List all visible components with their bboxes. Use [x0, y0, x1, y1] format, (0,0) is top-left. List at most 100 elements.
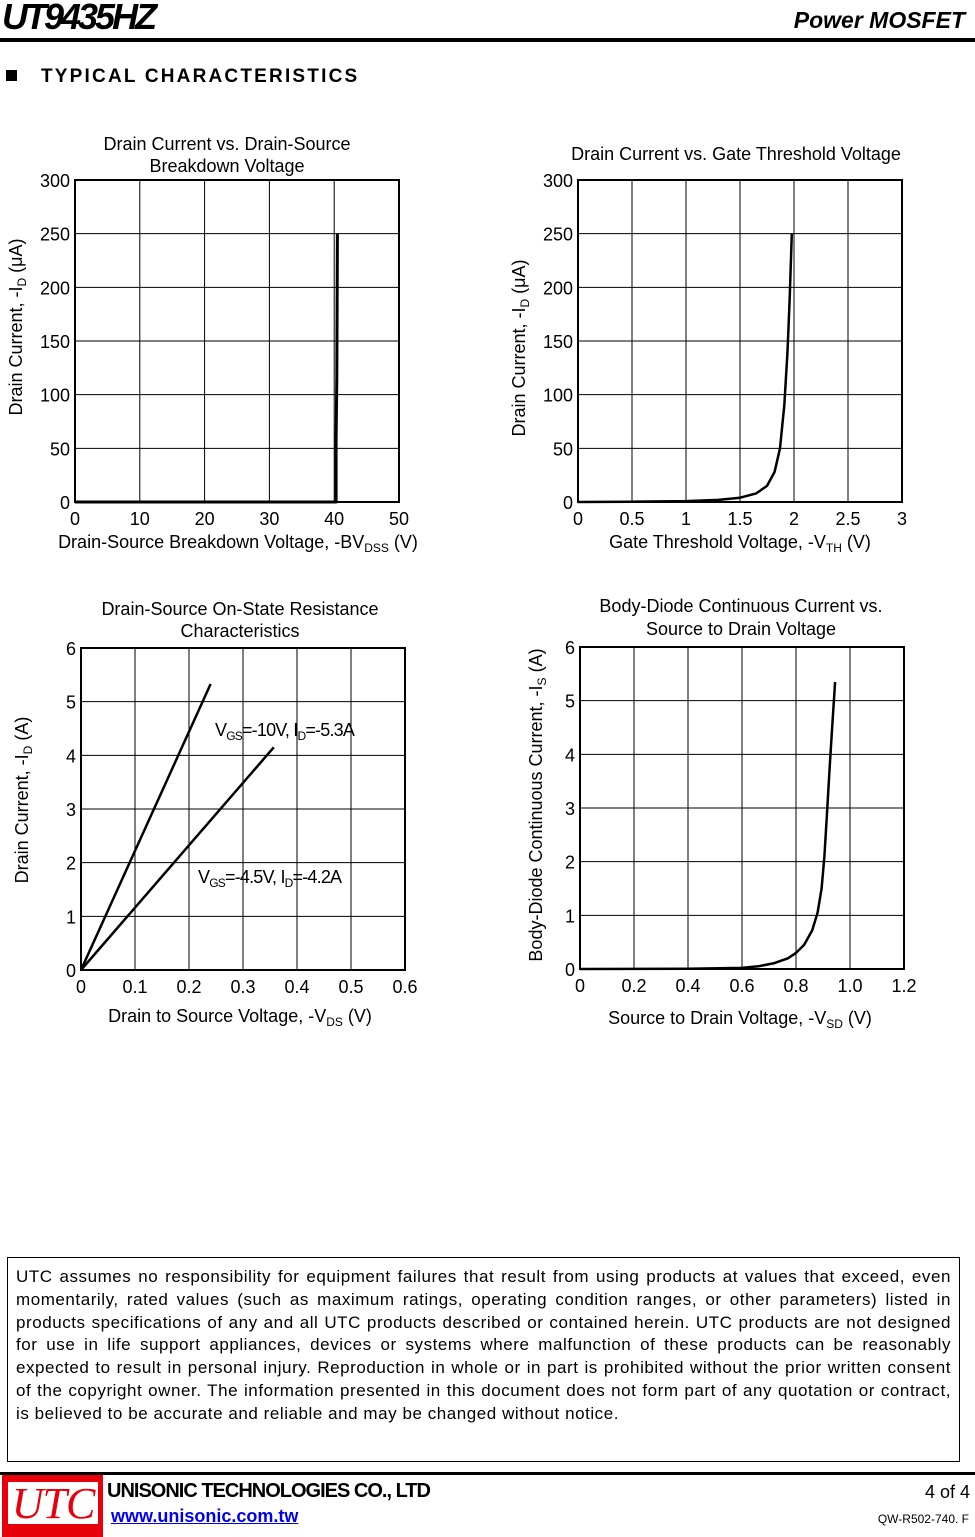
y-axis-label-unit: (A) [526, 648, 546, 677]
bullet-square-icon [6, 70, 17, 81]
y-axis-label-subscript: D [518, 299, 532, 308]
x-tick-label: 0.3 [230, 977, 255, 997]
x-axis-label-unit: (V) [343, 1006, 372, 1026]
y-tick-label: 0 [563, 493, 573, 513]
x-tick-label: 0 [575, 976, 585, 996]
chart-4: Body-Diode Continuous Current vs. Source … [526, 596, 917, 1031]
x-axis-label-subscript: DSS [364, 541, 389, 555]
x-axis-label-text: Gate Threshold Voltage, -V [609, 532, 826, 552]
x-tick-label: 1 [681, 509, 691, 529]
y-tick-label: 150 [543, 332, 573, 352]
y-axis-label-subscript: D [21, 745, 35, 754]
annotation-subscript: D [297, 729, 306, 743]
y-tick-label: 3 [66, 800, 76, 820]
x-axis-label: Source to Drain Voltage, -VSD (V) [608, 1008, 872, 1031]
y-axis-label-text: Drain Current, -I [509, 308, 529, 437]
x-tick-label: 1.2 [891, 976, 916, 996]
annotation-text: =-4.5V, I [225, 867, 285, 887]
x-tick-label: 0.8 [783, 976, 808, 996]
y-axis-label-text: Drain Current, -I [12, 754, 32, 883]
x-tick-label: 0.2 [176, 977, 201, 997]
x-axis-label-unit: (V) [389, 532, 418, 552]
document-number: QW-R502-740. F [877, 1512, 969, 1526]
y-tick-label: 150 [40, 332, 70, 352]
y-tick-label: 1 [66, 907, 76, 927]
section-title: TYPICAL CHARACTERISTICS [41, 66, 360, 87]
annotation-text: V [198, 867, 210, 887]
x-tick-label: 0.5 [619, 509, 644, 529]
annotation: VGS=-10V, ID=-5.3A [215, 720, 355, 743]
y-tick-label: 0 [60, 493, 70, 513]
series-line [579, 681, 837, 971]
x-axis-label: Drain-Source Breakdown Voltage, -BVDSS (… [58, 532, 418, 555]
website-link[interactable]: www.unisonic.com.tw [111, 1506, 299, 1526]
y-tick-label: 200 [543, 278, 573, 298]
chart-title: Source to Drain Voltage [646, 619, 836, 639]
x-tick-label: 0.5 [338, 977, 363, 997]
y-axis-label-text: Drain Current, -I [6, 287, 26, 416]
x-axis-label-text: Drain-Source Breakdown Voltage, -BV [58, 532, 364, 552]
y-tick-label: 50 [553, 439, 573, 459]
plot-frame [577, 179, 903, 503]
y-axis-label-subscript: S [535, 677, 549, 685]
y-tick-label: 0 [565, 960, 575, 980]
x-tick-label: 0.2 [621, 976, 646, 996]
x-axis-label: Drain to Source Voltage, -VDS (V) [108, 1006, 372, 1029]
y-axis-label-subscript: D [15, 278, 29, 287]
chart-title: Drain Current vs. Drain-Source [103, 134, 350, 154]
x-tick-label: 0 [573, 509, 583, 529]
y-tick-label: 5 [565, 692, 575, 712]
y-axis-label-text: Body-Diode Continuous Current, -I [526, 685, 546, 961]
y-tick-label: 2 [66, 854, 76, 874]
x-tick-label: 0 [76, 977, 86, 997]
x-tick-label: 10 [130, 509, 150, 529]
logo-text: UTC [8, 1482, 98, 1526]
x-tick-label: 50 [389, 509, 409, 529]
chart-1: Drain Current vs. Drain-SourceBreakdown … [6, 134, 418, 555]
chart-3: Drain-Source On-State ResistanceCharacte… [12, 599, 418, 1029]
y-tick-label: 6 [66, 639, 76, 659]
y-axis-label: Drain Current, -ID (μA) [509, 259, 532, 436]
x-tick-label: 0 [70, 509, 80, 529]
x-axis-label: Gate Threshold Voltage, -VTH (V) [609, 532, 871, 555]
y-axis-label: Body-Diode Continuous Current, -IS (A) [526, 648, 549, 961]
x-tick-label: 0.6 [392, 977, 417, 997]
section-heading: TYPICAL CHARACTERISTICS [6, 66, 359, 88]
x-tick-label: 2 [789, 509, 799, 529]
header-rule [0, 38, 975, 42]
annotation: VGS=-4.5V, ID=-4.2A [198, 867, 342, 890]
x-axis-label-subscript: DS [326, 1015, 343, 1029]
series-line [79, 683, 212, 971]
plot-frame [80, 647, 406, 971]
series-line [577, 233, 794, 504]
y-tick-label: 300 [40, 171, 70, 191]
part-number: UT9435HZ [2, 0, 157, 37]
annotation-text: =-5.3A [305, 720, 355, 740]
x-axis-label-subscript: SD [826, 1017, 843, 1031]
disclaimer: UTC assumes no responsibility for equipm… [7, 1257, 960, 1462]
y-tick-label: 200 [40, 278, 70, 298]
y-axis-label-unit: (A) [12, 717, 32, 746]
x-tick-label: 1.0 [837, 976, 862, 996]
y-tick-label: 5 [66, 693, 76, 713]
y-axis-label: Drain Current, -ID (μA) [6, 238, 29, 415]
x-tick-label: 3 [897, 509, 907, 529]
x-axis-label-text: Source to Drain Voltage, -V [608, 1008, 826, 1028]
y-tick-label: 4 [565, 745, 575, 765]
y-tick-label: 0 [66, 961, 76, 981]
y-tick-label: 2 [565, 853, 575, 873]
company-name: UNISONIC TECHNOLOGIES CO., LTD [107, 1480, 431, 1502]
y-tick-label: 6 [565, 638, 575, 658]
annotation-text: =-10V, I [242, 720, 297, 740]
y-tick-label: 1 [565, 906, 575, 926]
chart-title: Breakdown Voltage [149, 156, 304, 176]
x-tick-label: 30 [259, 509, 279, 529]
annotation-subscript: GS [226, 729, 243, 743]
product-type: Power MOSFET [793, 7, 965, 33]
y-tick-label: 250 [40, 225, 70, 245]
chart-title: Drain Current vs. Gate Threshold Voltage [571, 144, 901, 164]
x-tick-label: 20 [195, 509, 215, 529]
footer-rule [0, 1472, 975, 1475]
annotation-subscript: GS [209, 876, 226, 890]
page-number: 4 of 4 [924, 1482, 970, 1502]
